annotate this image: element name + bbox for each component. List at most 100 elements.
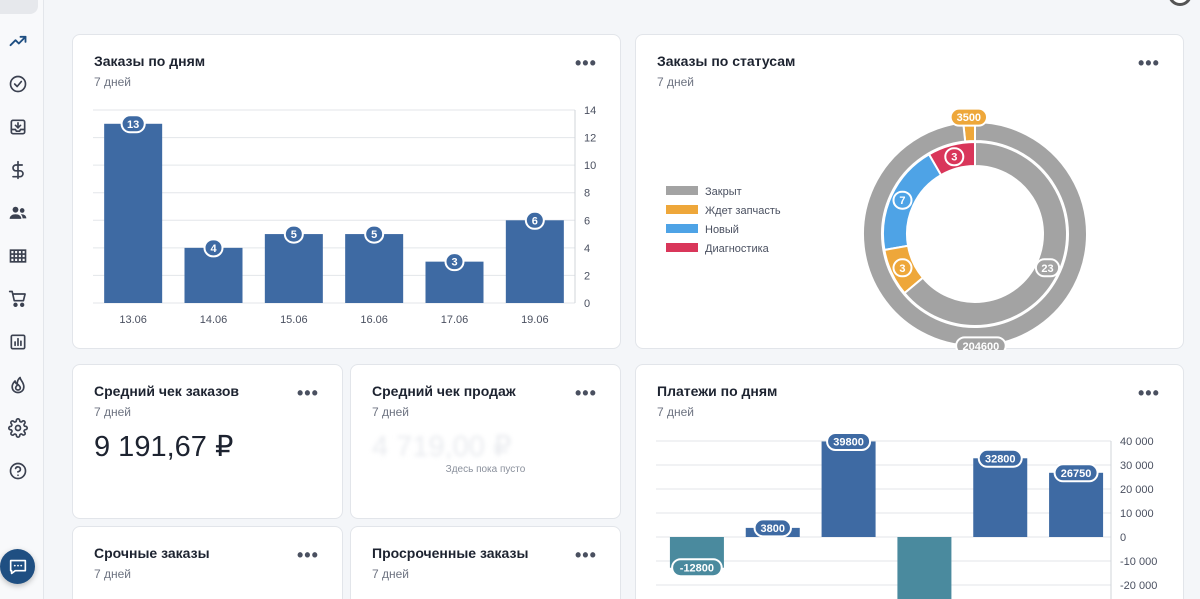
bar[interactable] (1049, 472, 1104, 537)
cart-icon (8, 290, 26, 307)
inner-segment[interactable] (903, 140, 1068, 327)
svg-text:32800: 32800 (985, 453, 1016, 465)
x-tick-label: 16.06 (360, 314, 388, 326)
svg-text:3: 3 (451, 257, 457, 269)
y-tick-label: 10 (584, 160, 596, 172)
x-tick-label: 17.06 (441, 314, 469, 326)
sidebar-item-finance[interactable] (6, 158, 30, 182)
sidebar-item-reports[interactable] (6, 330, 30, 354)
bar[interactable] (505, 220, 564, 303)
y-tick-label: 14 (584, 105, 596, 117)
data-label: 204600 (955, 336, 1007, 350)
sidebar-item-inbox[interactable] (6, 115, 30, 139)
card-orders-by-status: Заказы по статусам 7 дней ••• Закрыт Ждет… (635, 34, 1184, 350)
chat-bubble-icon (9, 559, 26, 574)
more-menu-button[interactable]: ••• (297, 545, 319, 565)
more-menu-button[interactable]: ••• (575, 383, 597, 403)
y-tick-label: 40 000 (1120, 436, 1154, 448)
bar[interactable] (264, 234, 323, 303)
sidebar-item-warehouse[interactable] (6, 244, 30, 268)
users-icon (9, 206, 27, 219)
y-tick-label: 0 (584, 298, 590, 310)
data-label: 7 (892, 190, 913, 210)
card-avg-check-orders: Средний чек заказов 7 дней ••• 9 191,67 … (72, 364, 343, 519)
svg-text:-12800: -12800 (680, 563, 714, 575)
y-tick-label: 2 (584, 270, 590, 282)
card-urgent-orders: Срочные заказы 7 дней ••• (72, 526, 343, 599)
dollar-icon (12, 160, 24, 180)
sidebar (0, 0, 44, 599)
payments-bar-chart: 40 000 30 000 20 000 10 000 0 -10 000 -20 000 -… (656, 431, 1157, 599)
legend-item[interactable]: Ждет запчасть (666, 205, 781, 217)
card-title: Заказы по статусам (657, 53, 796, 69)
sidebar-item-settings[interactable] (6, 416, 30, 440)
data-label: 39800 (826, 431, 872, 451)
y-tick-label: 20 000 (1120, 484, 1154, 496)
card-title: Средний чек продаж (372, 383, 516, 399)
sidebar-item-orders[interactable] (6, 72, 30, 96)
svg-text:3: 3 (951, 152, 957, 164)
card-subtitle: 7 дней (372, 567, 410, 581)
x-tick-label: 13.06 (119, 314, 147, 326)
data-label: 4 (203, 238, 224, 258)
card-subtitle: 7 дней (94, 405, 132, 419)
data-label: 3500 (949, 107, 989, 127)
svg-text:13: 13 (127, 119, 139, 131)
kpi-value-placeholder: 4 719,00 ₽ (372, 431, 512, 463)
check-circle-icon (9, 75, 27, 93)
svg-text:4: 4 (210, 243, 217, 255)
svg-text:Закрыт: Закрыт (705, 186, 742, 198)
sidebar-item-clients[interactable] (6, 201, 30, 225)
sidebar-active-indicator (0, 0, 38, 14)
x-tick-label: 14.06 (200, 314, 228, 326)
card-avg-check-sales: Средний чек продаж 7 дней ••• 4 719,00 ₽… (350, 364, 621, 519)
bar[interactable] (345, 234, 404, 303)
data-label: 23 (1034, 258, 1061, 278)
legend-item[interactable]: Новый (666, 224, 739, 236)
sidebar-item-help[interactable] (6, 459, 30, 483)
card-title: Средний чек заказов (94, 383, 239, 399)
svg-text:Диагностика: Диагностика (705, 243, 770, 255)
svg-text:39800: 39800 (833, 436, 864, 448)
svg-text:204600: 204600 (963, 341, 1000, 350)
y-tick-label: -10 000 (1120, 556, 1157, 568)
y-tick-label: 6 (584, 215, 590, 227)
sidebar-item-marketing[interactable] (6, 373, 30, 397)
help-icon (9, 462, 27, 480)
more-menu-button[interactable]: ••• (297, 383, 319, 403)
data-label: -12800 (671, 558, 723, 578)
chat-button[interactable] (0, 549, 35, 584)
y-tick-label: 12 (584, 133, 596, 145)
sidebar-item-shop[interactable] (6, 287, 30, 311)
sidebar-item-analytics[interactable] (6, 29, 30, 53)
data-label: 32800 (977, 448, 1023, 468)
bar[interactable] (897, 537, 952, 599)
svg-text:3500: 3500 (957, 112, 981, 124)
card-subtitle: 7 дней (94, 567, 132, 581)
y-tick-label: 30 000 (1120, 460, 1154, 472)
svg-text:5: 5 (291, 229, 297, 241)
legend-item[interactable]: Диагностика (666, 243, 770, 255)
data-label: 3 (892, 258, 913, 278)
data-label: 5 (364, 224, 385, 244)
legend-item[interactable]: Закрыт (666, 186, 742, 198)
x-tick-label: 15.06 (280, 314, 308, 326)
orders-bar-chart: 0 2 4 6 8 10 12 14 13 13.06 4 14.06 5 15.06 5 16.06 3 17.… (93, 105, 596, 326)
y-tick-label: 4 (584, 243, 590, 255)
bar[interactable] (973, 458, 1028, 537)
status-donut-chart: Закрыт Ждет запчасть Новый Диагностика 3 7 3 23… (666, 107, 1088, 350)
inbox-download-icon (10, 119, 26, 135)
card-title: Просроченные заказы (372, 545, 529, 561)
data-label: 3 (444, 252, 465, 272)
user-avatar[interactable] (1168, 0, 1192, 6)
bar[interactable] (104, 123, 163, 304)
empty-state-text: Здесь пока пусто (445, 464, 526, 475)
more-menu-button[interactable]: ••• (575, 545, 597, 565)
svg-text:6: 6 (532, 215, 538, 227)
y-tick-label: 0 (1120, 532, 1126, 544)
gear-icon (8, 418, 28, 438)
data-label: 3800 (753, 518, 792, 538)
bar[interactable] (821, 441, 876, 537)
flame-icon (11, 376, 25, 394)
grid-icon (9, 249, 27, 263)
